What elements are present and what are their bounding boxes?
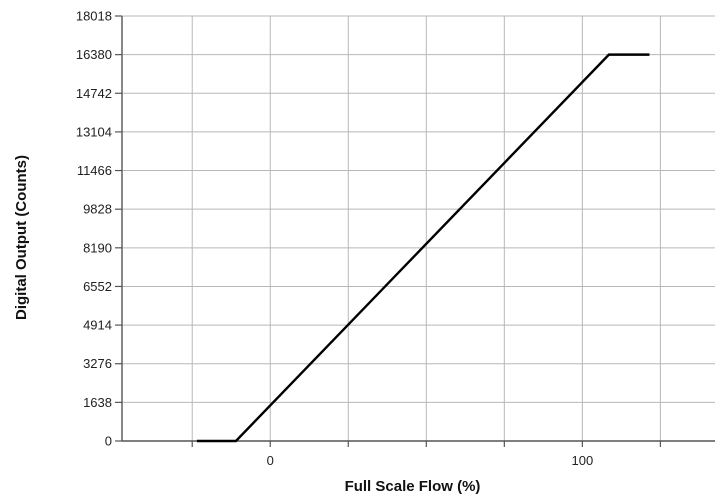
y-tick-label: 13104: [76, 124, 112, 139]
y-tick-label: 8190: [83, 240, 112, 255]
axes: [121, 16, 715, 442]
y-tick-label: 1638: [83, 395, 112, 410]
y-axis-title: Digital Output (Counts): [13, 155, 30, 320]
x-tick-label: 100: [572, 453, 594, 468]
x-axis-title: Full Scale Flow (%): [345, 478, 481, 495]
y-tick-labels: 0 1638 3276 4914 6552 8190 9828 11466 13104 14742…: [76, 9, 122, 449]
gridlines: [122, 15, 715, 441]
x-tick-labels: 0 100: [191, 441, 661, 468]
y-tick-label: 14742: [76, 86, 112, 101]
series-line: [196, 53, 650, 443]
y-tick-label: 16380: [76, 47, 112, 62]
x-tick-label: 0: [267, 453, 274, 468]
y-tick-label: 9828: [83, 202, 112, 217]
y-tick-label: 4914: [83, 318, 112, 333]
y-tick-label: 6552: [83, 279, 112, 294]
series-layer: [196, 53, 650, 443]
y-tick-label: 3276: [83, 356, 112, 371]
y-tick-label: 0: [105, 434, 112, 449]
y-tick-label: 18018: [76, 9, 112, 24]
y-tick-label: 11466: [77, 163, 112, 178]
